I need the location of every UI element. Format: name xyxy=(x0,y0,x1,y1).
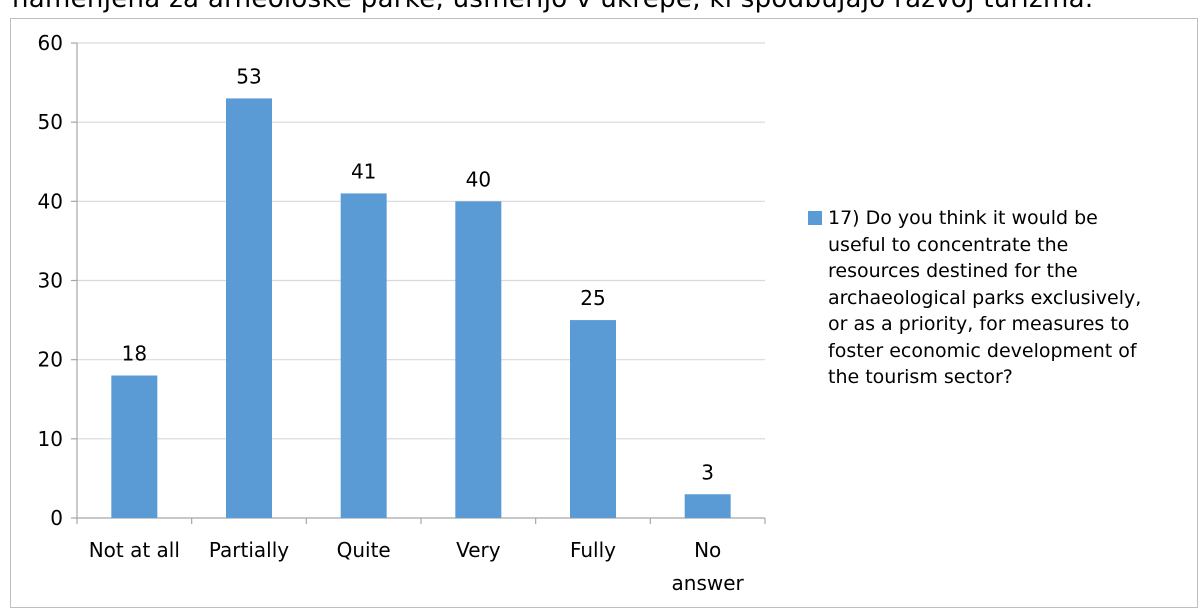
x-tick-label: Very xyxy=(456,538,501,562)
data-label: 40 xyxy=(466,167,491,191)
y-tick-label: 0 xyxy=(50,506,63,530)
x-tick-label: Fully xyxy=(570,538,616,562)
data-label: 53 xyxy=(236,64,261,88)
data-label: 3 xyxy=(701,460,714,484)
data-label: 25 xyxy=(580,286,605,310)
x-tick-label: Partially xyxy=(209,538,289,562)
x-tick-label: Not at all xyxy=(89,538,180,562)
bar xyxy=(455,201,502,519)
y-tick-label: 30 xyxy=(38,269,63,293)
y-tick-label: 40 xyxy=(38,189,63,213)
bar xyxy=(684,494,731,518)
bar xyxy=(111,375,158,518)
x-tick-label: Quite xyxy=(337,538,391,562)
legend-label: 17) Do you think it would be useful to c… xyxy=(828,207,1142,388)
bar xyxy=(570,320,616,518)
data-label: 18 xyxy=(122,342,147,366)
data-label: 41 xyxy=(351,159,376,183)
y-tick-label: 60 xyxy=(38,31,63,55)
y-tick-label: 50 xyxy=(38,110,63,134)
y-tick-label: 20 xyxy=(38,348,63,372)
y-tick-label: 10 xyxy=(38,427,63,451)
bar xyxy=(226,98,272,519)
header-text: namenjena za arheološke parke, usmerijo … xyxy=(12,0,1093,14)
x-tick-label: No answer xyxy=(672,538,745,595)
legend-swatch xyxy=(808,211,822,225)
bar xyxy=(340,193,387,518)
